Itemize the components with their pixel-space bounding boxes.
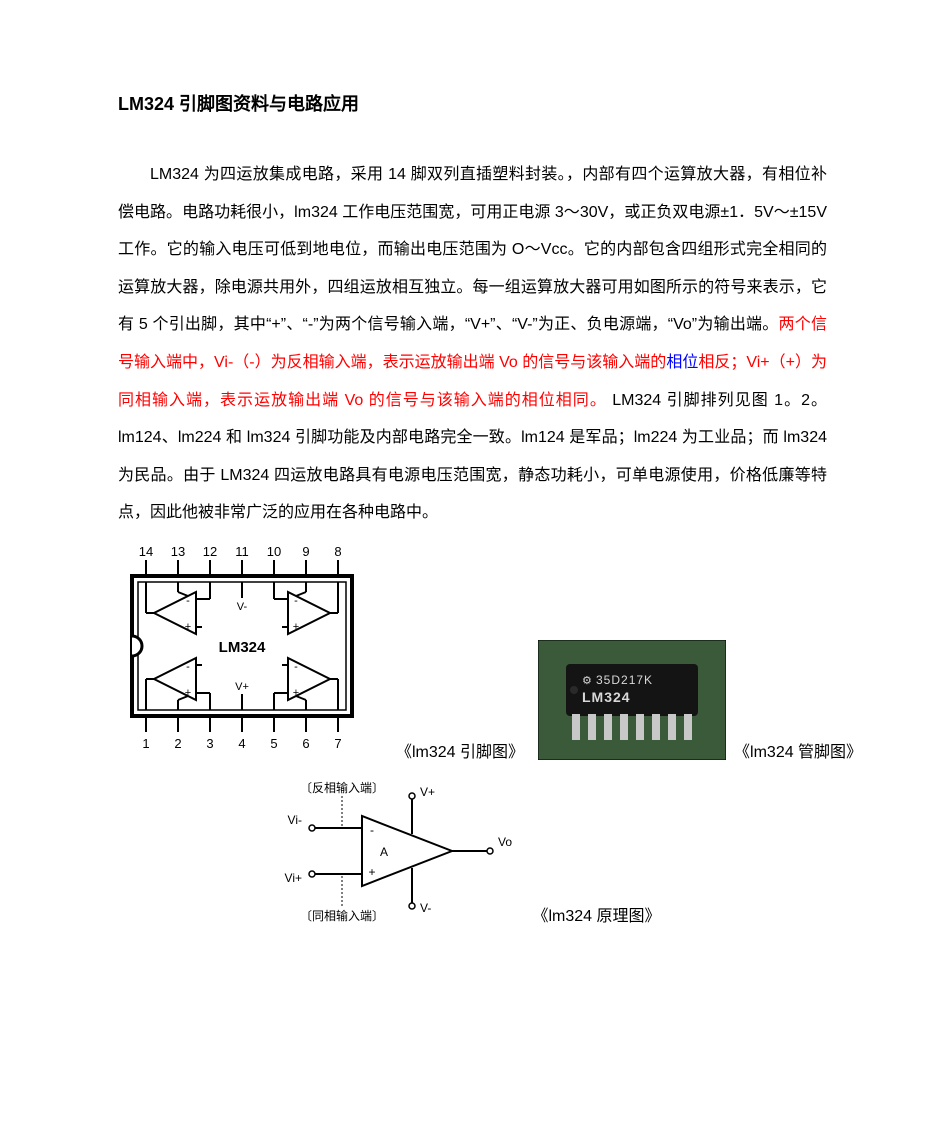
schematic-caption: 《lm324 原理图》 xyxy=(532,902,660,926)
svg-text:+: + xyxy=(293,621,299,633)
pin-7: 7 xyxy=(334,736,341,751)
main-paragraph: LM324 为四运放集成电路，采用 14 脚双列直插塑料封装。，内部有四个运算放… xyxy=(118,156,827,532)
opamp-vo: Vo xyxy=(498,835,512,849)
pin-6: 6 xyxy=(302,736,309,751)
opamp-vminus: V- xyxy=(420,901,431,915)
svg-text:-: - xyxy=(370,823,374,837)
pin-3: 3 xyxy=(206,736,213,751)
page-title: LM324 引脚图资料与电路应用 xyxy=(118,90,827,116)
vi-minus: Vi- xyxy=(288,813,302,827)
svg-text:+: + xyxy=(185,621,191,633)
pin-12: 12 xyxy=(203,544,217,559)
top-pin-leads xyxy=(146,560,338,576)
svg-text:-: - xyxy=(186,661,190,673)
pin-14: 14 xyxy=(139,544,153,559)
vi-plus: Vi+ xyxy=(285,871,302,885)
figure-row-2: 〔反相输入端〕 〔同相输入端〕 A - + Vi- Vi+ V+ xyxy=(118,776,827,926)
photo-logo-icon: ⚙ xyxy=(582,675,592,687)
opamp-schematic: 〔反相输入端〕 〔同相输入端〕 A - + Vi- Vi+ V+ xyxy=(284,776,514,926)
svg-text:-: - xyxy=(186,595,190,607)
bottom-pin-leads xyxy=(146,716,338,732)
noninv-label: 〔同相输入端〕 xyxy=(300,908,384,923)
opamp-vplus: V+ xyxy=(420,785,435,799)
vminus-label: V- xyxy=(237,601,248,613)
pin-13: 13 xyxy=(171,544,185,559)
pin-4: 4 xyxy=(238,736,245,751)
pin-5: 5 xyxy=(270,736,277,751)
opamp-a: A xyxy=(380,845,388,859)
para-seg3: LM324 引脚排列见图 1。2。lm124、lm224 和 lm324 引脚功… xyxy=(118,392,827,522)
pin-2: 2 xyxy=(174,736,181,751)
svg-text:+: + xyxy=(369,865,376,879)
figure-row-1: 14 13 12 11 10 9 8 xyxy=(118,542,827,762)
svg-text:-: - xyxy=(294,595,298,607)
pin-11: 11 xyxy=(235,544,249,559)
svg-text:-: - xyxy=(294,661,298,673)
pin-10: 10 xyxy=(267,544,281,559)
chip-photo: ⚙ 35D217K LM324 xyxy=(538,640,726,760)
photo-line2: LM324 xyxy=(582,689,631,705)
pin-9: 9 xyxy=(302,544,309,559)
pinout-diagram: 14 13 12 11 10 9 8 xyxy=(118,542,388,762)
document-page: LM324 引脚图资料与电路应用 LM324 为四运放集成电路，采用 14 脚双… xyxy=(0,0,945,1123)
photo-notch xyxy=(570,686,578,694)
photo-caption: 《lm324 管脚图》 xyxy=(734,738,862,762)
pin-8: 8 xyxy=(334,544,341,559)
para-seg1: LM324 为四运放集成电路，采用 14 脚双列直插塑料封装。，内部有四个运算放… xyxy=(118,166,827,333)
photo-line1: 35D217K xyxy=(596,673,653,687)
chip-notch xyxy=(132,636,142,656)
chip-name: LM324 xyxy=(219,639,266,656)
para-seg2b: 相位 xyxy=(666,354,698,371)
pin-1: 1 xyxy=(142,736,149,751)
vplus-label: V+ xyxy=(235,681,249,693)
inv-label: 〔反相输入端〕 xyxy=(300,780,384,795)
pinout-caption: 《lm324 引脚图》 xyxy=(396,738,524,762)
